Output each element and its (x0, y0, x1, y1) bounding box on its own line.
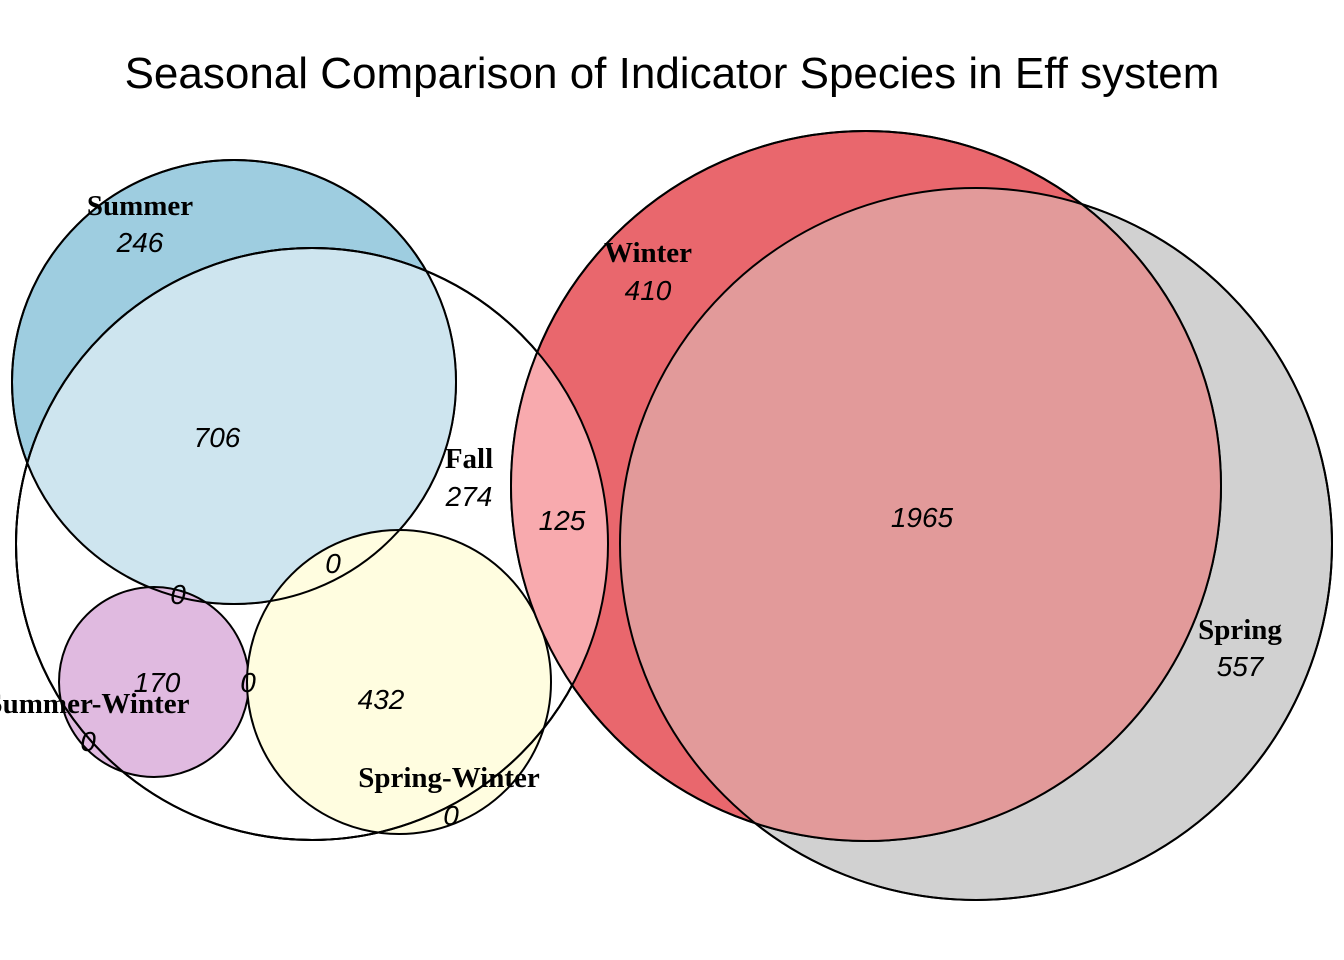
summer-count: 246 (116, 227, 164, 258)
winter-spring-count: 1965 (891, 502, 954, 533)
summer-label: Summer (87, 190, 193, 222)
winter-count: 410 (625, 275, 672, 306)
fall-label: Fall (445, 443, 493, 475)
chart-title: Seasonal Comparison of Indicator Species… (125, 49, 1220, 98)
summer-outline (11, 159, 457, 605)
fall-count: 274 (445, 481, 493, 512)
summer-winter-label: Summer-Winter (0, 688, 190, 720)
summer-fall-summerwinter-count: 0 (170, 579, 186, 610)
winter-label: Winter (604, 237, 692, 269)
summer-fall-count: 706 (194, 422, 241, 453)
fall-summerwinter-springwinter-count: 0 (240, 667, 256, 698)
fall-winter-count: 125 (539, 505, 586, 536)
spring-winter-count: 0 (443, 800, 459, 831)
fall-springwinter-count: 432 (358, 684, 405, 715)
spring-winter-label: Spring-Winter (358, 762, 540, 794)
fall-outline-right (15, 247, 609, 841)
fall-summerwinter-count: 170 (134, 667, 181, 698)
spring-count: 557 (1217, 651, 1265, 682)
summer-fall-overlap (16, 248, 456, 604)
summer-winter-count: 0 (80, 726, 96, 757)
summer-fall-springwinter-count: 0 (325, 548, 341, 579)
spring-label: Spring (1198, 614, 1282, 646)
spring-outline (619, 187, 1333, 901)
winter-outline (510, 130, 1222, 842)
